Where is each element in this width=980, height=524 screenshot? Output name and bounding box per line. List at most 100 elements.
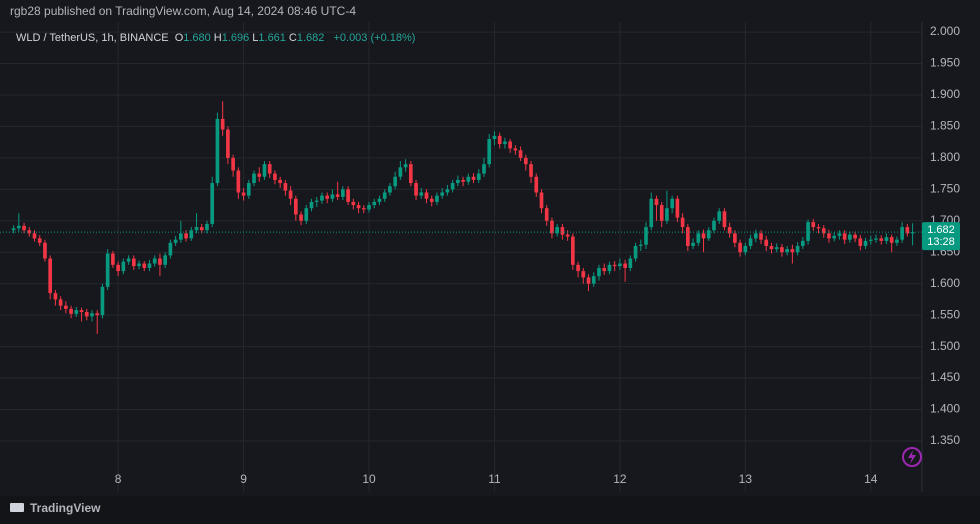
candle-body	[205, 223, 209, 231]
x-tick-label: 14	[864, 472, 878, 486]
candle-body	[314, 200, 319, 202]
candle-body	[706, 230, 711, 239]
candle-body	[220, 118, 225, 130]
candle-body	[53, 293, 58, 300]
candle-body	[727, 227, 732, 234]
candle-body	[618, 263, 622, 267]
candle-body	[576, 264, 580, 272]
candle-body	[644, 227, 648, 245]
ohlc-legend: O1.680 H1.696 L1.661 C1.682	[175, 32, 328, 44]
price-tag-value: 1.682	[927, 224, 955, 236]
candle-body	[816, 227, 821, 229]
candle-body	[466, 176, 471, 182]
x-tick-label: 12	[613, 472, 627, 486]
candle-body	[168, 242, 173, 256]
candle-body	[518, 150, 523, 158]
y-tick-label: 1.550	[930, 307, 960, 321]
candle-body	[414, 183, 418, 196]
candle-body	[210, 183, 215, 224]
y-tick-label: 1.450	[930, 370, 960, 384]
candle-body	[163, 255, 167, 265]
candle-body	[377, 198, 382, 202]
candle-body	[424, 192, 429, 199]
ohlc-label: L	[252, 32, 259, 44]
ohlc-value: 1.680	[183, 32, 211, 44]
candle-body	[638, 244, 643, 246]
candle-body	[884, 237, 889, 241]
candle-body	[534, 176, 539, 193]
ohlc-label: H	[213, 32, 222, 44]
candle-body	[419, 192, 424, 196]
candle-body	[529, 164, 533, 177]
price-tag-countdown: 13:28	[927, 236, 955, 248]
candle-body	[121, 261, 126, 272]
candle-body	[111, 253, 115, 265]
candle-body	[90, 313, 94, 317]
candle-body	[691, 242, 695, 246]
candle-body	[184, 233, 188, 239]
candle-body	[105, 253, 110, 287]
brand: TradingView	[30, 501, 101, 515]
symbol: WLD / TetherUS, 1h, BINANCE	[16, 32, 169, 44]
candle-body	[27, 230, 32, 234]
candle-body	[827, 233, 831, 239]
x-tick-label: 10	[362, 472, 376, 486]
candle-body	[748, 238, 753, 246]
candle-body	[367, 205, 371, 210]
y-tick-label: 1.800	[930, 150, 960, 164]
candle-body	[591, 276, 596, 284]
candle-body	[330, 194, 335, 199]
candle-body	[226, 129, 230, 158]
candle-body	[142, 263, 147, 268]
candle-body	[32, 233, 37, 239]
candle-body	[863, 240, 868, 246]
candle-body	[246, 183, 251, 196]
candle-body	[69, 308, 73, 314]
ohlc-value: 1.696	[221, 32, 250, 44]
candle-body	[126, 258, 131, 262]
y-tick-label: 1.750	[930, 182, 960, 196]
ohlc-value: 1.682	[296, 32, 325, 44]
candle-body	[539, 192, 544, 209]
candle-body	[628, 258, 633, 268]
candle-body	[555, 227, 560, 234]
candle-body	[408, 164, 413, 184]
candle-body	[361, 208, 366, 210]
candle-body	[95, 313, 100, 316]
candle-body	[382, 192, 387, 199]
candle-body	[900, 227, 904, 240]
candle-body	[811, 222, 816, 228]
candle-body	[586, 277, 591, 284]
candle-body	[853, 234, 857, 239]
candle-body	[199, 227, 204, 231]
candle-body	[523, 157, 528, 165]
candle-body	[701, 233, 706, 239]
candle-body	[351, 201, 356, 206]
candle-body	[450, 183, 455, 190]
candle-body	[832, 235, 837, 239]
candle-body	[179, 233, 183, 240]
candle-body	[623, 263, 627, 268]
candle-body	[273, 173, 277, 180]
candle-body	[602, 267, 607, 272]
candle-body	[790, 249, 795, 253]
published-note: rgb28 published on TradingView.com, Aug …	[10, 4, 356, 18]
candle-body	[11, 228, 16, 231]
candle-body	[403, 164, 408, 168]
y-tick-label: 1.900	[930, 87, 960, 101]
candle-body	[565, 234, 570, 237]
candle-body	[492, 135, 497, 140]
candle-body	[487, 139, 492, 165]
ohlc-value: 1.661	[258, 32, 286, 44]
candle-body	[22, 225, 26, 231]
candle-body	[372, 201, 377, 206]
candle-body	[152, 258, 157, 264]
footer-bar	[0, 496, 980, 524]
candle-body	[848, 234, 852, 240]
candle-body	[895, 239, 899, 243]
candle-body	[335, 194, 340, 197]
candle-body	[607, 264, 612, 272]
candle-body	[131, 258, 136, 267]
candle-body	[461, 179, 465, 182]
candle-body	[79, 310, 84, 312]
